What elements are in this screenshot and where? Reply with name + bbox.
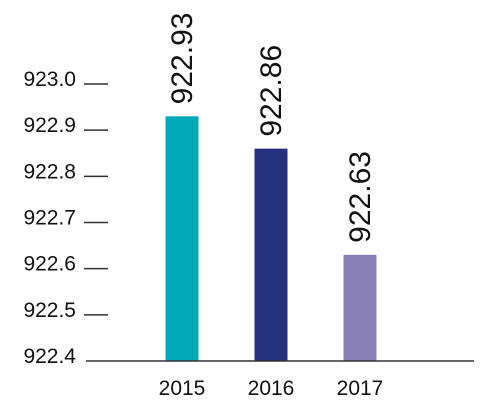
x-tick-label: 2017 bbox=[337, 377, 384, 400]
x-tick-label: 2015 bbox=[159, 377, 206, 400]
bar-2015 bbox=[165, 116, 199, 361]
y-tick-label: 922.9 bbox=[23, 114, 76, 137]
y-tick-label: 922.7 bbox=[23, 207, 76, 230]
data-label-2015: 922.93 bbox=[166, 13, 199, 105]
y-axis: 923.0 922.9 922.8 922.7 922.6 922.5 922.4 bbox=[23, 68, 108, 368]
x-tick-label: 2016 bbox=[248, 377, 295, 400]
bar-2016 bbox=[254, 148, 288, 361]
bar-2017 bbox=[343, 254, 377, 361]
data-label-2017: 922.63 bbox=[344, 151, 377, 243]
y-tick-label: 922.5 bbox=[23, 299, 76, 322]
y-tick-label: 922.4 bbox=[23, 345, 76, 368]
bars: 922.93 922.86 922.63 bbox=[165, 13, 377, 361]
y-tick-label: 923.0 bbox=[23, 68, 76, 91]
y-tick-label: 922.8 bbox=[23, 160, 76, 183]
x-axis: 2015 2016 2017 bbox=[86, 360, 474, 400]
y-tick-label: 922.6 bbox=[23, 253, 76, 276]
data-label-2016: 922.86 bbox=[255, 45, 288, 137]
